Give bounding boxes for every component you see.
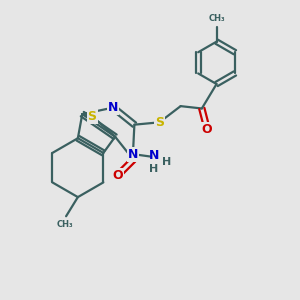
Text: H: H	[162, 158, 171, 167]
Text: CH₃: CH₃	[208, 14, 225, 23]
Text: O: O	[202, 123, 212, 136]
Text: S: S	[88, 110, 97, 123]
Text: H: H	[149, 164, 158, 174]
Text: N: N	[108, 101, 119, 114]
Text: O: O	[112, 169, 122, 182]
Text: CH₃: CH₃	[56, 220, 73, 229]
Text: N: N	[148, 148, 159, 161]
Text: N: N	[128, 148, 138, 160]
Text: S: S	[155, 116, 164, 129]
